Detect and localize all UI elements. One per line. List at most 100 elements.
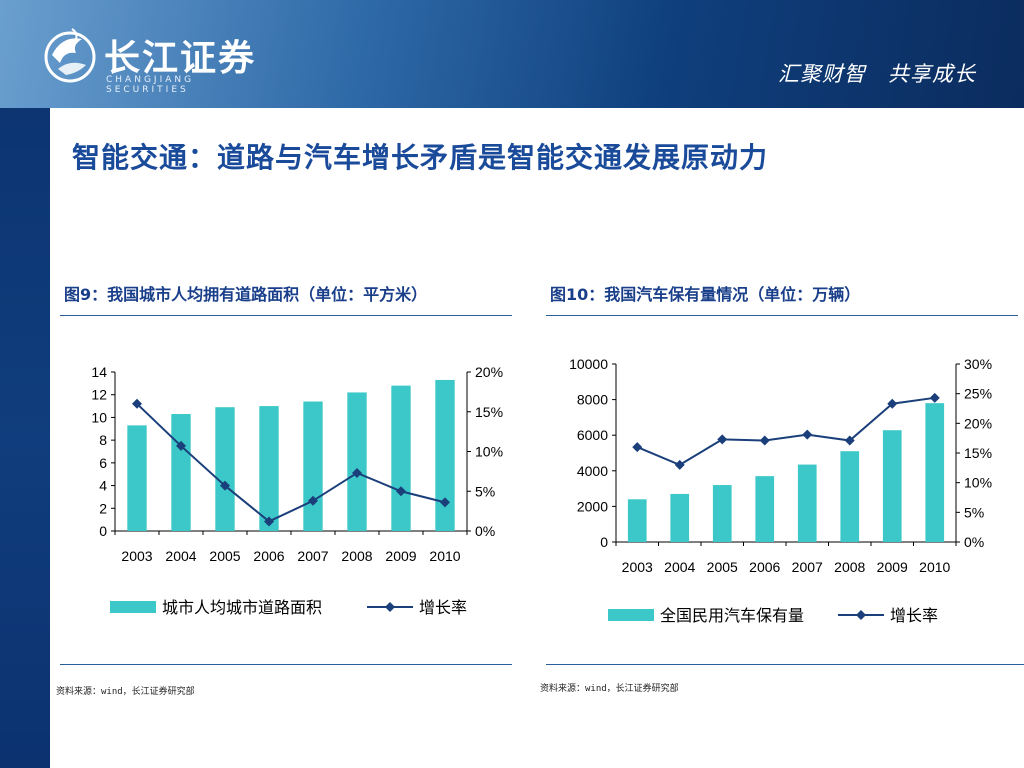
figure-9-top-rule [60, 315, 512, 316]
x-tick-label: 2007 [297, 548, 328, 564]
right-tick-label: 30% [964, 356, 992, 372]
growth-point [176, 440, 186, 451]
bar [215, 407, 235, 531]
left-tick-label: 8 [99, 432, 107, 448]
bar [840, 451, 860, 542]
growth-point [440, 497, 450, 508]
x-tick-label: 2006 [749, 559, 780, 575]
bar [712, 485, 732, 542]
right-tick-label: 25% [964, 386, 992, 402]
right-tick-label: 0% [964, 534, 984, 550]
right-tick-label: 15% [964, 445, 992, 461]
left-tick-label: 12 [91, 387, 107, 403]
growth-point [759, 435, 770, 446]
growth-line [136, 403, 446, 523]
left-tick-label: 0 [600, 534, 608, 550]
legend-bar-swatch [110, 601, 156, 613]
figure-9-source: 资料来源：wind，长江证券研究部 [56, 687, 195, 697]
bar [627, 499, 647, 542]
bar [347, 392, 367, 531]
bar [435, 379, 455, 531]
growth-point [929, 392, 940, 403]
x-tick-label: 2004 [664, 559, 695, 575]
bar [391, 385, 411, 531]
slogan: 汇聚财智 共享成长 [778, 62, 976, 86]
x-tick-label: 2003 [622, 559, 653, 575]
page-title: 智能交通：道路与汽车增长矛盾是智能交通发展原动力 [72, 141, 769, 174]
figure-10-bottom-rule [546, 664, 1024, 665]
bar [303, 401, 323, 531]
right-tick-label: 0% [475, 523, 495, 539]
figure-10-source: 资料来源：wind，长江证券研究部 [540, 684, 679, 694]
figure-10-title: 图10：我国汽车保有量情况（单位：万辆） [550, 285, 861, 304]
growth-point [717, 434, 728, 445]
right-tick-label: 20% [964, 415, 992, 431]
x-tick-label: 2010 [429, 548, 460, 564]
growth-point [887, 398, 898, 409]
growth-point [802, 429, 813, 440]
right-tick-label: 10% [475, 444, 503, 460]
bar [259, 406, 279, 531]
bar [925, 403, 945, 542]
dragon-logo-icon [44, 28, 96, 83]
x-tick-label: 2007 [792, 559, 823, 575]
x-tick-label: 2010 [919, 559, 950, 575]
right-tick-label: 5% [475, 483, 495, 499]
growth-point [632, 442, 643, 453]
left-tick-label: 6 [99, 455, 107, 471]
company-logo: 长江证券 CHANGJIANG SECURITIES [42, 25, 282, 95]
legend-bar-label: 城市人均城市道路面积 [162, 599, 322, 617]
growth-line [636, 396, 935, 466]
left-accent-band [0, 108, 50, 768]
chart-road-area: 0 2 4 6 8 10 12 14 0% 5% 10% 15% 20% 2003 2004 2005 2006… [91, 364, 503, 617]
left-tick-label: 10000 [569, 356, 608, 372]
legend-bar-swatch [608, 609, 654, 621]
figure-9-bottom-rule [60, 664, 512, 665]
bar [755, 476, 775, 542]
x-tick-label: 2005 [209, 548, 240, 564]
growth-point [264, 516, 274, 527]
left-tick-label: 14 [91, 364, 107, 380]
growth-point [674, 459, 685, 470]
left-tick-label: 2 [99, 500, 107, 516]
legend-line-marker [385, 602, 395, 612]
legend-line-marker [856, 610, 866, 620]
growth-point [844, 435, 855, 446]
right-tick-label: 5% [964, 504, 984, 520]
x-tick-label: 2006 [253, 548, 284, 564]
growth-point [132, 398, 142, 409]
x-tick-label: 2004 [165, 548, 196, 564]
left-tick-label: 8000 [577, 392, 608, 408]
growth-point [308, 495, 318, 506]
left-tick-label: 2000 [577, 498, 608, 514]
left-tick-label: 4000 [577, 463, 608, 479]
right-tick-label: 15% [475, 404, 503, 420]
x-tick-label: 2009 [877, 559, 908, 575]
x-tick-label: 2008 [341, 548, 372, 564]
x-tick-label: 2009 [385, 548, 416, 564]
x-tick-label: 2003 [121, 548, 152, 564]
legend-bar-label: 全国民用汽车保有量 [660, 607, 804, 625]
figure-10-top-rule [546, 315, 1018, 316]
left-tick-label: 0 [99, 523, 107, 539]
logo-text: 长江证券 [104, 37, 257, 79]
right-tick-label: 10% [964, 475, 992, 491]
left-tick-label: 4 [99, 478, 107, 494]
bar [797, 464, 817, 542]
left-tick-label: 6000 [577, 427, 608, 443]
legend-line-label: 增长率 [890, 607, 938, 625]
logo-subtitle: CHANGJIANG SECURITIES [106, 75, 195, 95]
right-tick-label: 20% [475, 364, 503, 380]
growth-point [396, 486, 406, 497]
legend-line-label: 增长率 [419, 599, 467, 617]
figure-9-title: 图9：我国城市人均拥有道路面积（单位：平方米） [64, 285, 428, 304]
bar [127, 425, 147, 531]
chart-car-ownership: 0 2000 4000 6000 8000 10000 0% 5% 10% 15% 20% 25% 30… [569, 356, 992, 625]
bar [670, 493, 690, 542]
x-tick-label: 2005 [707, 559, 738, 575]
x-tick-label: 2008 [834, 559, 865, 575]
growth-point [352, 467, 362, 478]
growth-point [220, 480, 230, 491]
header-banner [0, 0, 1024, 108]
bar [882, 430, 902, 542]
